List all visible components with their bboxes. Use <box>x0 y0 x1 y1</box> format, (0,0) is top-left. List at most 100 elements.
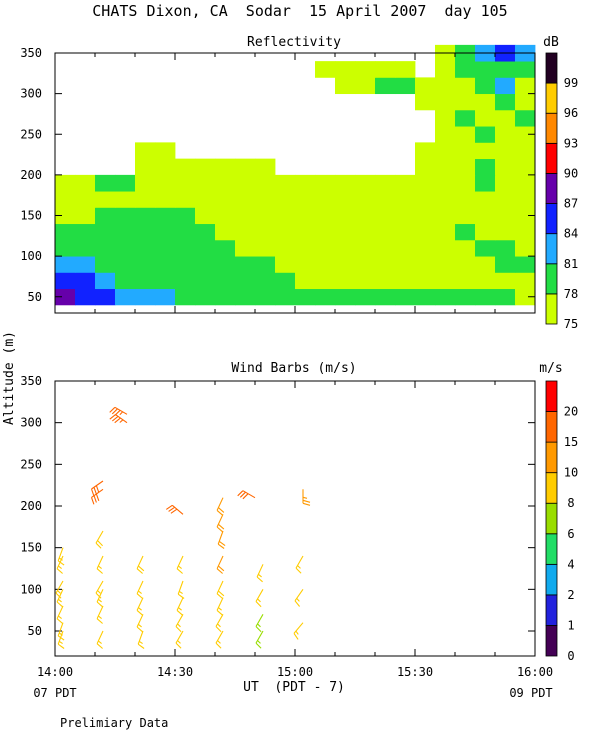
reflectivity-cell <box>235 256 256 273</box>
reflectivity-cell <box>115 207 136 225</box>
reflectivity-cell <box>455 142 476 160</box>
reflectivity-cell <box>235 239 256 257</box>
y-tick-label: 100 <box>20 249 42 263</box>
reflectivity-cell <box>515 61 536 78</box>
wind-barb <box>56 589 64 608</box>
wind-barb <box>216 555 225 574</box>
reflectivity-cell <box>495 77 516 95</box>
wind-barb <box>175 614 184 633</box>
colorbar-swatch <box>545 411 558 443</box>
reflectivity-cell <box>175 174 196 192</box>
reflectivity-cell <box>135 223 156 241</box>
reflectivity-cell <box>95 223 116 241</box>
wind-barb <box>136 580 144 599</box>
reflectivity-unit: dB <box>543 35 559 50</box>
y-tick-label: 350 <box>20 374 42 388</box>
wind-barb <box>255 589 264 608</box>
wind-barb <box>217 530 226 549</box>
wind-barb <box>95 580 104 599</box>
reflectivity-cell <box>95 191 116 208</box>
reflectivity-cell <box>435 191 456 208</box>
reflectivity-cell <box>475 288 496 306</box>
wind-barb <box>57 622 65 641</box>
reflectivity-cell <box>255 239 276 257</box>
reflectivity-cell <box>215 207 236 225</box>
reflectivity-cell <box>215 288 236 306</box>
wind-barb <box>255 630 264 649</box>
reflectivity-cell <box>395 61 416 78</box>
colorbar-swatch <box>545 293 558 325</box>
reflectivity-cell <box>315 239 336 257</box>
reflectivity-cell <box>515 93 536 111</box>
reflectivity-cell <box>255 207 276 225</box>
wind-barb <box>96 630 104 649</box>
reflectivity-cell <box>315 256 336 273</box>
reflectivity-cell <box>395 223 416 241</box>
reflectivity-cell <box>515 109 536 127</box>
reflectivity-cell <box>175 158 196 176</box>
wind-barb <box>57 547 65 566</box>
reflectivity-cell <box>355 223 376 241</box>
wind-barb <box>137 630 145 649</box>
reflectivity-cell <box>315 61 336 78</box>
y-tick-label: 350 <box>20 46 42 60</box>
wind-barb <box>136 597 144 616</box>
reflectivity-cell <box>235 223 256 241</box>
reflectivity-colorbar: 75 78 81 84 87 90 93 96 99 <box>545 52 578 331</box>
reflectivity-cell <box>495 288 516 306</box>
reflectivity-cell <box>75 207 96 225</box>
colorbar-label: 0 <box>567 649 574 663</box>
colorbar-swatch <box>545 203 558 235</box>
reflectivity-cell <box>395 174 416 192</box>
reflectivity-cell <box>435 256 456 273</box>
wind-colorbar: 0 1 2 4 6 8 10 15 20 <box>545 380 578 663</box>
reflectivity-cell <box>475 174 496 192</box>
reflectivity-cell <box>435 142 456 160</box>
wind-barb <box>216 597 224 616</box>
x-tick-label: 15:00 <box>277 665 313 679</box>
reflectivity-cell <box>55 207 76 225</box>
reflectivity-cell <box>135 174 156 192</box>
colorbar-label: 96 <box>564 106 578 120</box>
reflectivity-cell <box>475 158 496 176</box>
colorbar-swatch <box>545 563 558 596</box>
colorbar-swatch <box>545 625 558 657</box>
colorbar-label: 99 <box>564 76 578 90</box>
wind-barb <box>109 414 128 424</box>
reflectivity-cell <box>515 126 536 143</box>
colorbar-label: 87 <box>564 197 578 211</box>
y-tick-label: 50 <box>28 290 42 304</box>
reflectivity-cell <box>495 223 516 241</box>
reflectivity-cell <box>95 288 116 306</box>
reflectivity-cell <box>215 174 236 192</box>
reflectivity-cell <box>115 174 136 192</box>
reflectivity-cell <box>455 109 476 127</box>
colorbar-label: 93 <box>564 136 578 150</box>
reflectivity-cell <box>495 126 516 143</box>
reflectivity-cell <box>415 174 436 192</box>
reflectivity-cell <box>475 93 496 111</box>
reflectivity-cell <box>175 272 196 290</box>
wind-barb <box>215 614 224 633</box>
wind-barb <box>293 622 304 640</box>
reflectivity-cell <box>355 239 376 257</box>
reflectivity-cell <box>435 77 456 95</box>
reflectivity-cell <box>195 174 216 192</box>
colorbar-swatch <box>545 380 558 412</box>
colorbar-label: 15 <box>564 435 578 449</box>
reflectivity-cell <box>475 126 496 143</box>
reflectivity-cell <box>135 256 156 273</box>
colorbar-swatch <box>545 52 558 84</box>
reflectivity-cell <box>375 288 396 306</box>
wind-barb <box>165 504 184 515</box>
reflectivity-cell <box>515 158 536 176</box>
y-tick-label: 150 <box>20 541 42 555</box>
reflectivity-cell <box>55 288 76 306</box>
reflectivity-cell <box>435 158 456 176</box>
reflectivity-cell <box>135 288 156 306</box>
reflectivity-cell <box>395 191 416 208</box>
reflectivity-cell <box>75 256 96 273</box>
reflectivity-cell <box>115 288 136 306</box>
reflectivity-cell <box>135 272 156 290</box>
